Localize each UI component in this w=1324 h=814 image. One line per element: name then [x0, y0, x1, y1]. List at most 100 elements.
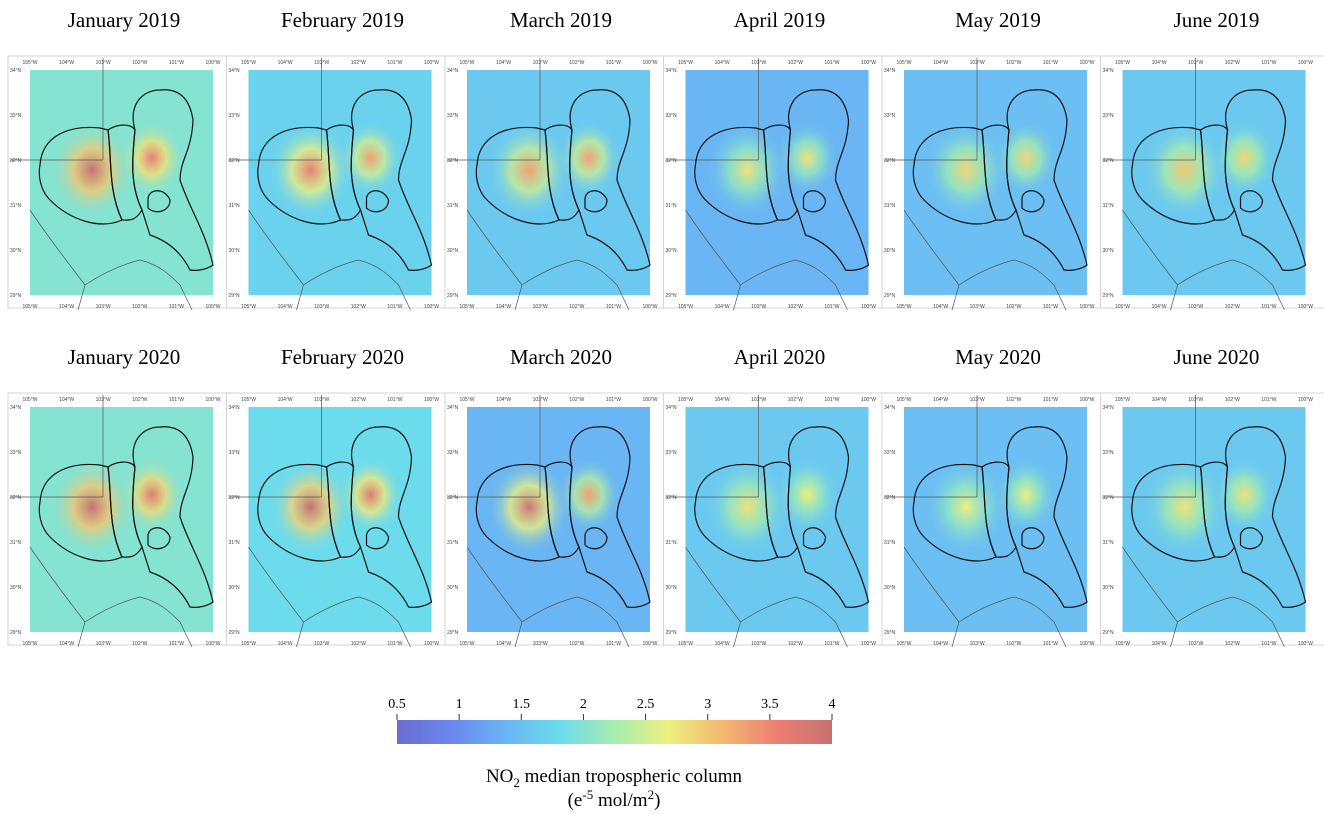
lat-label: 30°N: [884, 248, 896, 254]
lon-label: 100°W: [1298, 397, 1313, 403]
lon-label: 102°W: [351, 60, 366, 66]
lon-label: 101°W: [169, 397, 184, 403]
border-line: [884, 395, 978, 498]
lat-label: 32°N: [229, 495, 241, 501]
lat-label: 29°N: [1103, 630, 1115, 636]
lon-label: 102°W: [351, 304, 366, 310]
lat-label: 33°N: [447, 113, 459, 119]
lon-label: 103°W: [1188, 60, 1203, 66]
lon-label: 103°W: [751, 641, 766, 647]
east-hotspot: [1212, 120, 1277, 196]
lat-label: 33°N: [10, 113, 22, 119]
lon-label: 105°W: [678, 641, 693, 647]
lat-label: 31°N: [447, 203, 459, 209]
lon-label: 101°W: [824, 60, 839, 66]
lon-label: 103°W: [314, 397, 329, 403]
west-hotspot: [705, 459, 790, 555]
lon-label: 100°W: [424, 641, 439, 647]
lat-label: 30°N: [666, 585, 678, 591]
colorbar-tick-label: 3.5: [761, 697, 779, 712]
lon-label: 104°W: [933, 60, 948, 66]
lon-label: 105°W: [1115, 304, 1130, 310]
lon-label: 105°W: [459, 641, 474, 647]
label-part: mol/m: [593, 790, 648, 811]
lon-label: 105°W: [22, 304, 37, 310]
lon-label: 102°W: [1006, 641, 1021, 647]
lat-label: 29°N: [229, 293, 241, 299]
lon-label: 101°W: [387, 60, 402, 66]
border-line: [10, 58, 104, 161]
east-hotspot: [994, 120, 1058, 196]
lon-label: 102°W: [1225, 641, 1240, 647]
label-superscript: 2: [648, 787, 655, 802]
border-line: [1102, 395, 1196, 498]
lon-label: 100°W: [861, 304, 876, 310]
border-line: [228, 58, 322, 161]
lon-label: 100°W: [205, 641, 220, 647]
lon-label: 101°W: [1043, 304, 1058, 310]
lat-label: 30°N: [884, 585, 896, 591]
lon-label: 100°W: [1079, 641, 1094, 647]
lon-label: 102°W: [788, 641, 803, 647]
map: 105°W 105°W 104°W 104°W 103°W 103°W 102°W 102°W…: [665, 58, 876, 311]
lat-label: 31°N: [10, 540, 22, 546]
lat-label: 33°N: [666, 450, 678, 456]
lon-label: 102°W: [1225, 60, 1240, 66]
lat-label: 32°N: [447, 158, 459, 164]
lon-label: 105°W: [1115, 397, 1130, 403]
lat-label: 34°N: [229, 405, 241, 411]
lat-label: 34°N: [229, 68, 241, 74]
lon-label: 100°W: [1079, 60, 1094, 66]
lon-label: 104°W: [278, 304, 293, 310]
lon-label: 101°W: [606, 397, 621, 403]
lon-label: 103°W: [533, 397, 548, 403]
lon-label: 104°W: [933, 397, 948, 403]
lon-label: 100°W: [861, 641, 876, 647]
east-hotspot: [1212, 457, 1277, 533]
lon-label: 100°W: [1079, 397, 1094, 403]
lon-label: 103°W: [751, 304, 766, 310]
lon-label: 102°W: [351, 397, 366, 403]
lat-label: 30°N: [1103, 248, 1115, 254]
lon-label: 102°W: [1225, 397, 1240, 403]
lon-label: 100°W: [424, 60, 439, 66]
lon-label: 105°W: [22, 641, 37, 647]
border-line: [1122, 209, 1285, 311]
lon-label: 102°W: [788, 397, 803, 403]
west-hotspot: [487, 122, 571, 218]
map: 105°W 105°W 104°W 104°W 103°W 103°W 102°W 102°W…: [884, 395, 1095, 648]
map: 105°W 105°W 104°W 104°W 103°W 103°W 102°W 102°W…: [1102, 58, 1313, 311]
lat-label: 33°N: [1103, 450, 1115, 456]
lon-label: 101°W: [606, 60, 621, 66]
lon-label: 102°W: [788, 60, 803, 66]
lon-label: 102°W: [1006, 60, 1021, 66]
border-line: [685, 209, 848, 311]
lat-label: 32°N: [666, 158, 678, 164]
east-hotspot: [775, 120, 840, 196]
border-line: [447, 395, 541, 498]
lon-label: 101°W: [387, 641, 402, 647]
lon-label: 105°W: [896, 397, 911, 403]
border-line: [665, 395, 759, 498]
label-superscript: -5: [582, 787, 593, 802]
lon-label: 102°W: [1006, 304, 1021, 310]
label-part: median tropospheric column: [520, 766, 743, 787]
basin-outline: [132, 89, 214, 271]
lon-label: 103°W: [533, 304, 548, 310]
lat-label: 29°N: [884, 630, 896, 636]
map: 105°W 105°W 104°W 104°W 103°W 103°W 102°W 102°W…: [10, 58, 221, 311]
lat-label: 29°N: [447, 630, 459, 636]
lat-label: 31°N: [447, 540, 459, 546]
panel-title: March 2019: [510, 8, 612, 32]
lon-label: 104°W: [933, 641, 948, 647]
colorbar-label-line1: NO2 median tropospheric column: [486, 766, 743, 790]
west-hotspot: [487, 459, 571, 555]
map: 105°W 105°W 104°W 104°W 103°W 103°W 102°W 102°W…: [665, 395, 876, 648]
basin-outline: [365, 527, 390, 550]
lon-label: 102°W: [569, 60, 584, 66]
lat-label: 32°N: [229, 158, 241, 164]
basin-outline: [584, 527, 608, 550]
border-line: [29, 546, 193, 648]
lon-label: 104°W: [278, 60, 293, 66]
lon-label: 102°W: [569, 304, 584, 310]
